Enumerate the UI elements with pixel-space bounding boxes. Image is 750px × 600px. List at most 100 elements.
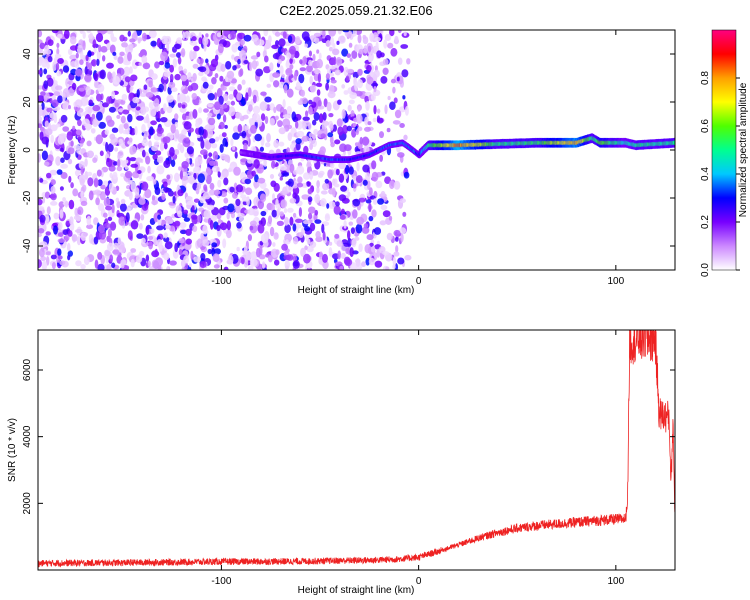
noise-speck: [118, 138, 124, 147]
noise-speck: [172, 195, 176, 204]
noise-speck: [368, 202, 372, 213]
noise-speck: [398, 30, 402, 34]
noise-speck: [178, 166, 182, 171]
noise-speck: [230, 100, 236, 106]
noise-speck: [376, 115, 381, 123]
noise-speck: [379, 220, 387, 226]
noise-speck: [57, 33, 63, 39]
noise-speck: [235, 198, 241, 207]
noise-speck: [211, 242, 218, 248]
noise-speck: [368, 257, 375, 266]
noise-speck: [203, 184, 208, 192]
noise-speck: [77, 119, 82, 127]
noise-speck: [127, 113, 133, 123]
noise-speck: [351, 238, 357, 248]
noise-speck: [104, 222, 111, 229]
noise-speck: [169, 225, 175, 232]
noise-speck: [317, 100, 322, 107]
noise-speck: [60, 163, 68, 169]
noise-speck: [257, 223, 265, 234]
noise-speck: [234, 151, 238, 159]
noise-speck: [151, 200, 158, 206]
noise-speck: [257, 177, 266, 184]
noise-speck: [154, 106, 159, 112]
noise-speck: [69, 54, 78, 60]
snr-series-line: [38, 330, 675, 568]
noise-speck: [328, 188, 336, 195]
noise-speck: [247, 207, 256, 216]
noise-speck: [213, 92, 218, 101]
noise-speck: [38, 104, 42, 110]
noise-speck: [130, 248, 137, 253]
noise-speck: [124, 170, 133, 179]
noise-speck: [384, 104, 388, 115]
noise-speck: [88, 190, 94, 201]
noise-speck: [322, 30, 326, 39]
noise-speck: [117, 159, 121, 168]
noise-speck: [289, 64, 294, 70]
noise-speck: [112, 171, 118, 180]
noise-speck: [295, 121, 299, 129]
noise-speck: [178, 238, 185, 244]
noise-speck: [100, 46, 108, 53]
noise-speck: [232, 65, 237, 71]
noise-speck: [240, 194, 247, 199]
noise-speck: [226, 212, 230, 220]
noise-speck: [274, 31, 281, 37]
noise-speck: [174, 73, 181, 81]
noise-speck: [358, 48, 364, 55]
noise-speck: [74, 99, 83, 108]
noise-speck: [303, 253, 311, 264]
noise-speck: [202, 36, 209, 46]
noise-speck: [329, 136, 334, 145]
noise-speck: [341, 108, 346, 119]
noise-speck: [227, 167, 233, 173]
noise-speck: [221, 132, 227, 138]
noise-speck: [396, 76, 400, 82]
noise-speck: [140, 106, 147, 115]
noise-speck: [207, 93, 215, 101]
noise-speck: [103, 212, 108, 218]
noise-speck: [272, 242, 276, 247]
noise-speck: [138, 62, 143, 67]
chart-title: C2E2.2025.059.21.32.E06: [279, 3, 432, 18]
noise-speck: [78, 87, 85, 92]
colorbar-ticks: 0.0 0.2 0.4 0.6 0.8: [700, 71, 740, 277]
noise-speck: [80, 166, 84, 176]
noise-speck: [266, 83, 272, 88]
noise-speck: [46, 172, 52, 179]
noise-speck: [60, 172, 68, 179]
noise-speck: [393, 180, 401, 190]
noise-speck: [199, 261, 207, 268]
noise-speck: [188, 263, 192, 268]
noise-speck: [163, 82, 167, 92]
noise-speck: [307, 196, 313, 203]
noise-speck: [316, 180, 320, 188]
y-tick-label: 6000: [22, 358, 33, 381]
noise-speck: [72, 188, 79, 197]
noise-speck: [186, 146, 194, 155]
noise-speck: [182, 113, 187, 121]
noise-speck: [374, 37, 381, 42]
noise-speck: [339, 214, 346, 220]
noise-speck: [82, 31, 86, 39]
noise-speck: [301, 97, 308, 105]
noise-speck: [299, 67, 306, 72]
noise-speck: [220, 86, 227, 91]
noise-speck: [337, 30, 342, 35]
noise-speck: [58, 222, 63, 230]
noise-speck: [243, 34, 252, 42]
noise-speck: [180, 48, 186, 58]
noise-speck: [49, 169, 58, 176]
noise-speck: [328, 30, 337, 37]
noise-speck: [325, 73, 330, 80]
noise-speck: [318, 52, 322, 60]
noise-speck: [278, 38, 286, 47]
y-tick-label: 4000: [22, 425, 33, 448]
noise-speck: [80, 200, 88, 206]
noise-speck: [173, 43, 182, 50]
noise-speck: [261, 261, 266, 269]
noise-speck: [181, 161, 189, 169]
snr-plot-area: [38, 330, 675, 570]
noise-speck: [70, 140, 74, 147]
